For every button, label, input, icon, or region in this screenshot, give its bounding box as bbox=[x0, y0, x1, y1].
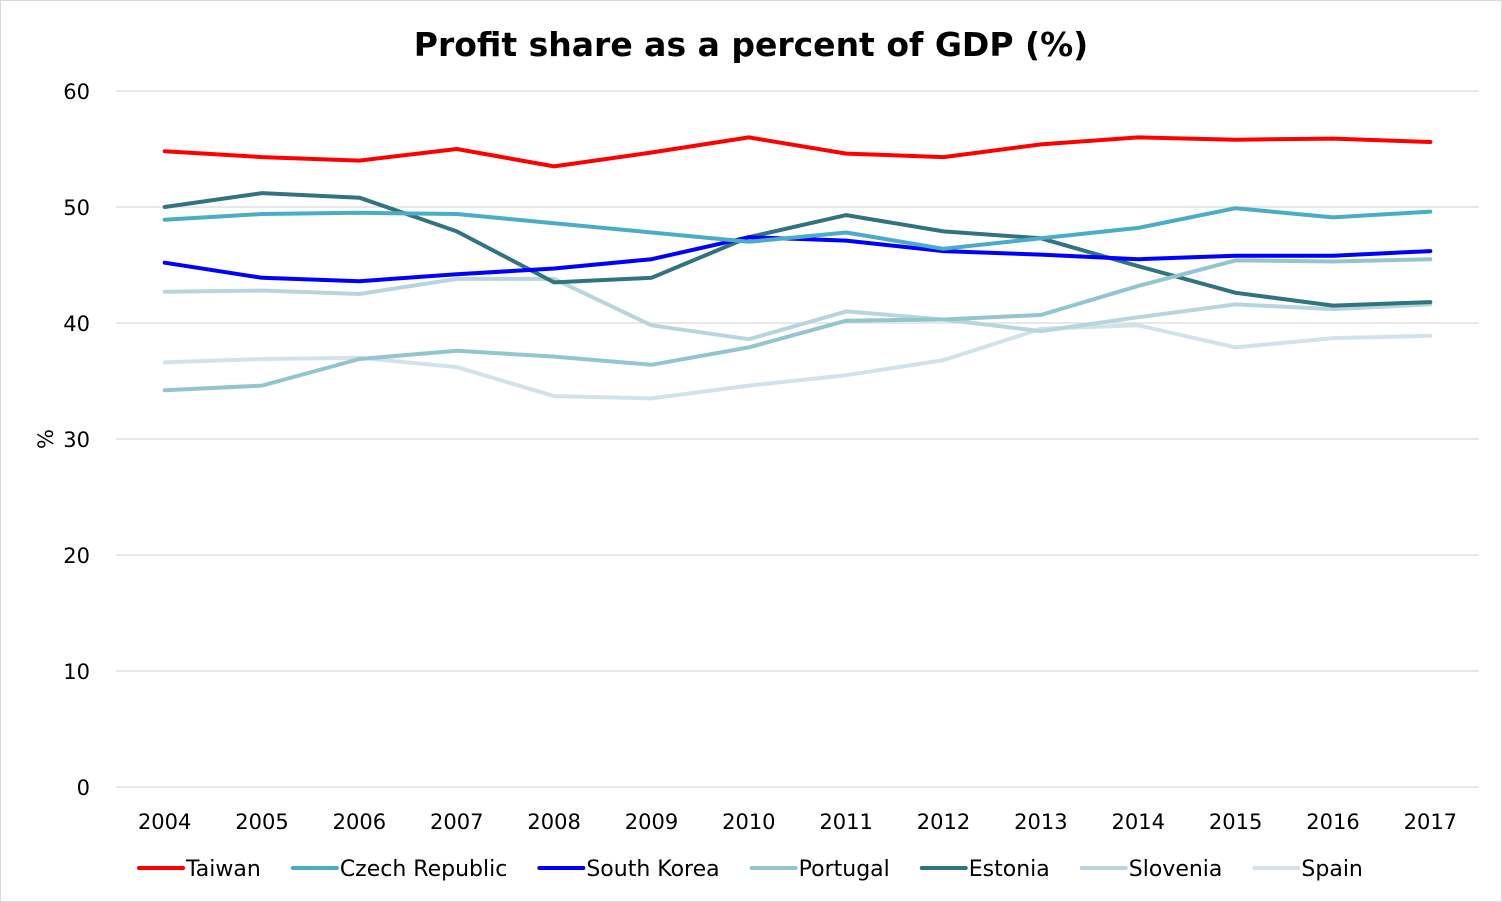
series-lines bbox=[162, 135, 1433, 401]
series-line-czech-republic bbox=[162, 206, 1433, 251]
x-tick-label: 2011 bbox=[819, 810, 872, 834]
x-tick-label: 2012 bbox=[917, 810, 970, 834]
x-tick-label: 2013 bbox=[1014, 810, 1067, 834]
series-line-taiwan bbox=[162, 135, 1433, 169]
x-tick-label: 2006 bbox=[333, 810, 386, 834]
x-tick-label: 2010 bbox=[722, 810, 775, 834]
x-tick-label: 2009 bbox=[625, 810, 678, 834]
x-axis-ticks: 2004 2005 2006 2007 2008 2009 2010 2011 2012 2013… bbox=[138, 810, 1457, 834]
gridlines bbox=[116, 90, 1479, 788]
y-tick-label: 30 bbox=[63, 428, 90, 452]
series-line-estonia bbox=[162, 191, 1433, 308]
legend-item-portugal: Portugal bbox=[749, 857, 890, 882]
legend-label: Slovenia bbox=[1129, 857, 1223, 882]
x-tick-label: 2005 bbox=[235, 810, 288, 834]
legend-item-estonia: Estonia bbox=[919, 857, 1050, 882]
y-tick-label: 50 bbox=[63, 196, 90, 220]
legend-label: Estonia bbox=[969, 857, 1050, 882]
legend-label: Taiwan bbox=[185, 857, 261, 882]
x-tick-label: 2008 bbox=[527, 810, 580, 834]
legend-label: Spain bbox=[1301, 857, 1362, 882]
y-tick-label: 60 bbox=[63, 80, 90, 104]
y-tick-label: 0 bbox=[77, 776, 90, 800]
legend-item-czech-republic: Czech Republic bbox=[290, 857, 508, 882]
x-tick-label: 2016 bbox=[1306, 810, 1359, 834]
y-tick-label: 10 bbox=[63, 660, 90, 684]
y-tick-label: 20 bbox=[63, 544, 90, 568]
legend-item-south-korea: South Korea bbox=[537, 857, 720, 882]
legend-item-taiwan: Taiwan bbox=[137, 857, 261, 882]
y-tick-label: 40 bbox=[63, 312, 90, 336]
x-tick-label: 2017 bbox=[1404, 810, 1457, 834]
x-tick-label: 2004 bbox=[138, 810, 191, 834]
legend-item-slovenia: Slovenia bbox=[1079, 857, 1223, 882]
y-axis-label: % bbox=[34, 429, 58, 449]
legend-item-spain: Spain bbox=[1252, 857, 1363, 882]
legend: Taiwan Czech Republic South Korea Portugal E… bbox=[137, 857, 1363, 882]
legend-label: Czech Republic bbox=[340, 857, 508, 882]
series-line-slovenia bbox=[162, 276, 1433, 342]
chart-title: Profit share as a percent of GDP (%) bbox=[414, 25, 1088, 64]
y-axis-ticks: 0 10 20 30 40 50 60 bbox=[63, 80, 90, 800]
x-tick-label: 2007 bbox=[430, 810, 483, 834]
x-tick-label: 2014 bbox=[1112, 810, 1165, 834]
legend-label: Portugal bbox=[799, 857, 890, 882]
series-line-portugal bbox=[162, 257, 1433, 393]
x-tick-label: 2015 bbox=[1209, 810, 1262, 834]
legend-label: South Korea bbox=[586, 857, 719, 882]
